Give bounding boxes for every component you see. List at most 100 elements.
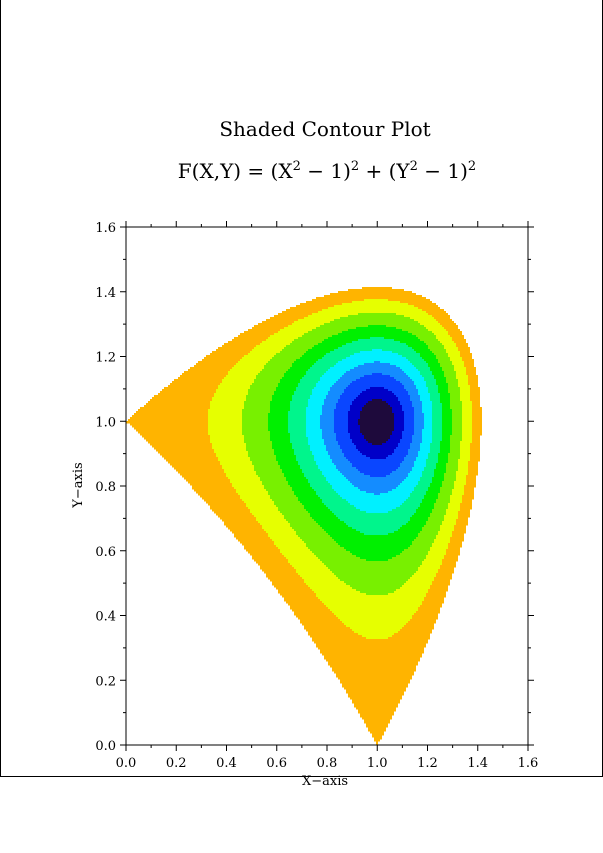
contour-band-cell xyxy=(358,421,394,424)
contour-band-cell xyxy=(336,467,356,470)
contour-band-cell xyxy=(230,479,260,482)
contour-band-cell xyxy=(322,473,342,476)
contour-band-cell xyxy=(268,417,288,420)
contour-band-cell xyxy=(262,369,288,372)
contour-band-cell xyxy=(268,491,294,494)
contour-band-cell xyxy=(234,337,268,340)
contour-band-cell xyxy=(238,361,268,364)
contour-band-cell xyxy=(334,415,348,418)
contour-band-cell xyxy=(450,441,460,444)
contour-band-cell xyxy=(470,455,480,458)
contour-band-cell xyxy=(238,335,270,338)
contour-band-cell xyxy=(366,593,388,596)
contour-band-cell xyxy=(338,617,412,620)
contour-band-cell xyxy=(426,595,446,598)
contour-band-cell xyxy=(326,449,342,452)
contour-band-cell xyxy=(428,347,444,350)
contour-band-cell xyxy=(286,557,318,560)
contour-band-cell xyxy=(418,481,432,484)
contour-band-cell xyxy=(428,457,438,460)
contour-band-cell xyxy=(472,409,482,412)
contour-band-cell xyxy=(348,479,404,482)
contour-band-cell xyxy=(338,493,374,496)
contour-band-cell xyxy=(392,635,430,638)
contour-band-cell xyxy=(350,585,402,588)
contour-band-cell xyxy=(248,453,274,456)
contour-band-cell xyxy=(306,433,322,436)
contour-band-cell xyxy=(294,613,334,616)
contour-band-cell xyxy=(340,495,410,498)
contour-band-cell xyxy=(450,451,460,454)
contour-band-cell xyxy=(372,735,382,738)
contour-band-cell xyxy=(468,381,478,384)
contour-band-cell xyxy=(434,507,448,510)
contour-band-cell xyxy=(444,327,458,330)
contour-band-cell xyxy=(432,441,440,444)
contour-band-cell xyxy=(448,459,458,462)
contour-band-cell xyxy=(272,445,292,448)
contour-band-cell xyxy=(452,415,462,418)
contour-band-cell xyxy=(206,501,244,504)
contour-band-cell xyxy=(336,675,412,678)
contour-band-cell xyxy=(422,527,440,530)
contour-band-cell xyxy=(310,485,332,488)
contour-band-cell xyxy=(338,401,352,404)
contour-band-cell xyxy=(442,437,450,440)
contour-band-cell xyxy=(460,453,470,456)
contour-band-cell xyxy=(316,385,332,388)
contour-band-cell xyxy=(404,425,414,428)
contour-band-cell xyxy=(452,409,462,412)
contour-band-cell xyxy=(304,375,322,378)
contour-band-cell xyxy=(232,339,266,342)
contour-band-cell xyxy=(390,375,408,378)
contour-band-cell xyxy=(446,469,458,472)
contour-band-cell xyxy=(358,469,396,472)
contour-band-cell xyxy=(418,609,440,612)
contour-band-cell xyxy=(280,379,300,382)
contour-band-cell xyxy=(140,407,210,410)
contour-band-cell xyxy=(440,565,456,568)
contour-band-cell xyxy=(284,473,304,476)
contour-band-cell xyxy=(284,517,312,520)
contour-band-cell xyxy=(458,513,470,516)
contour-band-cell xyxy=(170,383,220,386)
contour-band-cell xyxy=(270,409,290,412)
contour-band-cell xyxy=(470,397,480,400)
contour-band-cell xyxy=(412,439,422,442)
contour-band-cell xyxy=(268,337,298,340)
contour-band-cell xyxy=(290,607,328,610)
contour-band-cell xyxy=(348,411,360,414)
contour-band-cell xyxy=(450,499,462,502)
contour-band-cell xyxy=(328,307,418,310)
contour-band-cell xyxy=(272,447,292,450)
contour-band-cell xyxy=(198,361,238,364)
contour-band-cell xyxy=(400,483,418,486)
contour-band-cell xyxy=(330,321,418,324)
contour-band-cell xyxy=(208,503,246,506)
contour-band-cell xyxy=(340,377,360,380)
contour-band-cell xyxy=(410,493,426,496)
contour-band-cell xyxy=(416,387,428,390)
contour-band-cell xyxy=(306,411,322,414)
contour-band-cell xyxy=(276,505,304,508)
contour-band-cell xyxy=(388,637,430,640)
contour-band-cell xyxy=(252,349,282,352)
contour-band-cell xyxy=(374,361,380,364)
contour-band-cell xyxy=(236,489,266,492)
contour-band-cell xyxy=(156,449,214,452)
contour-band-cell xyxy=(348,695,402,698)
contour-band-cell xyxy=(324,323,420,326)
contour-band-cell xyxy=(364,533,388,536)
contour-band-cell xyxy=(384,387,404,390)
contour-band-cell xyxy=(312,451,328,454)
contour-band-cell xyxy=(462,417,472,420)
contour-band-cell xyxy=(318,495,340,498)
contour-band-cell xyxy=(306,409,322,412)
contour-band-cell xyxy=(400,465,414,468)
contour-band-cell xyxy=(244,405,270,408)
contour-band-cell xyxy=(300,621,342,624)
contour-band-cell xyxy=(242,427,268,430)
contour-band-cell xyxy=(456,473,468,476)
contour-band-cell xyxy=(404,427,414,430)
contour-band-cell xyxy=(294,339,324,342)
